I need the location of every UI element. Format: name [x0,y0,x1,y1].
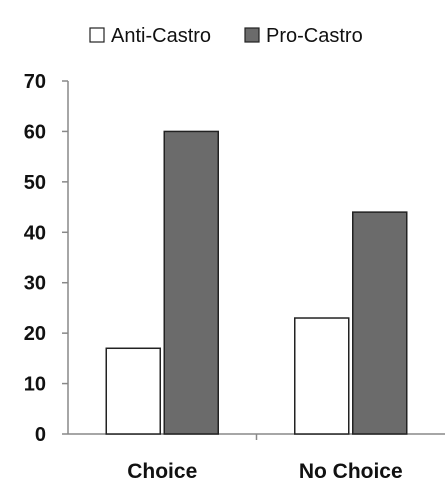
y-tick-label: 40 [24,222,46,244]
x-category-label: Choice [127,460,197,483]
y-tick-label: 50 [24,172,46,194]
legend-item: Anti-Castro [89,25,211,47]
legend-swatch [244,27,260,43]
bar-pro-castro-choice [163,130,219,435]
x-axis: Choice No Choice [68,433,445,483]
y-tick-label: 60 [24,121,46,143]
legend-swatch [89,27,105,43]
y-tick-label: 0 [35,424,46,446]
y-axis: 0 10 20 30 40 50 60 70 [24,71,69,446]
legend-label: Pro-Castro [266,25,363,47]
x-category-label: No Choice [299,460,403,483]
y-tick-label: 20 [24,323,46,345]
y-tick-label: 30 [24,273,46,295]
legend-label: Anti-Castro [111,25,211,47]
legend-item: Pro-Castro [244,25,363,47]
bar-pro-castro-no-choice [352,211,408,435]
y-tick-label: 70 [24,71,46,93]
y-tick-label: 10 [24,374,46,396]
bar-anti-castro-no-choice [294,317,350,435]
bars [105,130,408,435]
legend: Anti-Castro Pro-Castro [89,25,363,47]
bar-anti-castro-choice [105,347,161,435]
